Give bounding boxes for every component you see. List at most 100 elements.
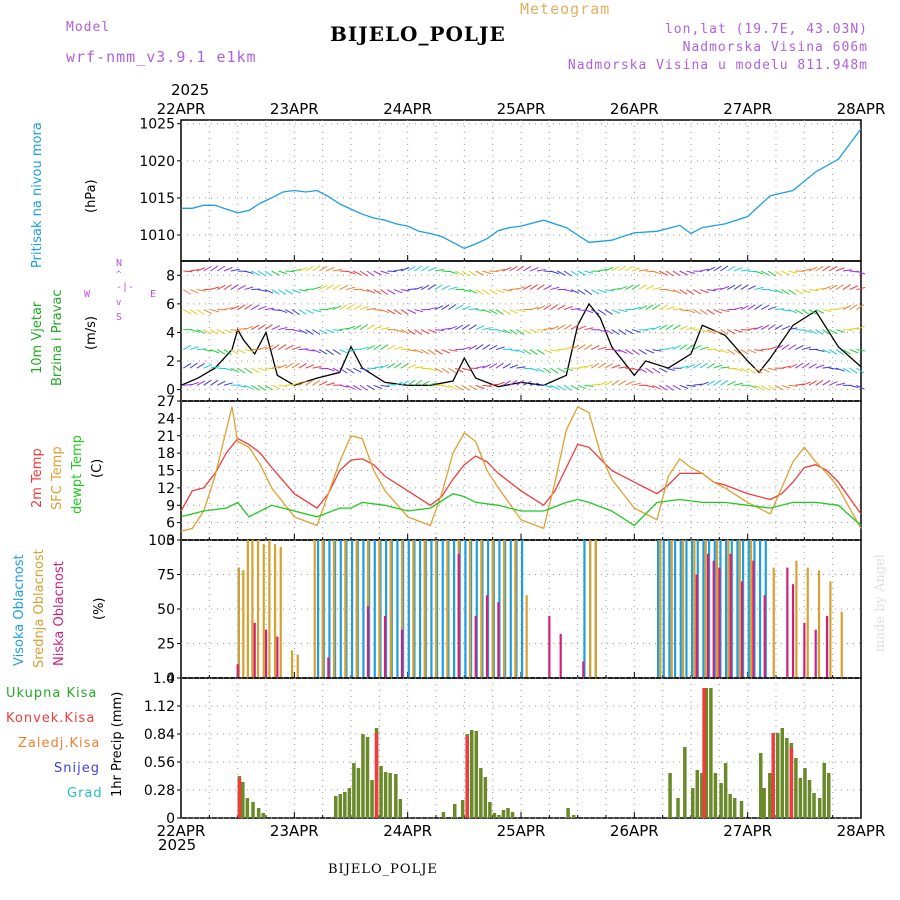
bar-visoka-oblacnost: [481, 540, 484, 678]
wind-arrow: [509, 309, 519, 314]
wind-arrow: [611, 329, 620, 335]
wind-arrow: [461, 305, 471, 311]
wind-arrow: [638, 329, 648, 331]
wind-arrow: [563, 346, 573, 351]
wind-arrow: [720, 265, 729, 272]
bar-srednja-oblacnost: [749, 540, 753, 678]
wind-arrow: [271, 289, 280, 295]
wind-arrow: [597, 309, 606, 316]
wind-arrow: [665, 270, 674, 277]
wind-arrow: [278, 326, 288, 331]
wind-arrow: [285, 363, 294, 369]
wind-arrow: [257, 270, 266, 277]
bar-ukupna-kisa: [398, 799, 403, 818]
wind-arrow: [244, 349, 254, 352]
y-tick-label: 0.28: [144, 783, 175, 799]
compass-n: N: [116, 258, 123, 269]
bar-visoka-oblacnost: [237, 567, 240, 678]
wind-arrow: [434, 367, 444, 373]
wind-arrow: [638, 305, 648, 311]
bar-visoka-oblacnost: [679, 540, 682, 678]
wind-arrow: [257, 305, 267, 311]
temp-label-3: dewpt Temp: [70, 434, 85, 514]
bar-visoka-oblacnost: [407, 540, 410, 678]
bar-srednja-oblacnost: [296, 654, 299, 678]
bar-niska-oblacnost: [786, 567, 789, 678]
bar-srednja-oblacnost: [237, 567, 240, 678]
wind-arrow: [713, 349, 723, 352]
wind-arrow: [835, 367, 845, 372]
wind-arrow: [203, 349, 213, 352]
series-line-dewpt-temp: [180, 493, 862, 527]
wind-arrow: [822, 366, 832, 369]
wind-arrow: [774, 308, 784, 311]
wind-arrow: [536, 305, 546, 311]
wind-arrow: [652, 349, 662, 352]
wind-arrow: [244, 270, 254, 275]
wind-arrow: [359, 289, 369, 292]
bar-visoka-oblacnost: [674, 540, 677, 678]
wind-arrow: [842, 284, 851, 290]
wind-arrow: [332, 367, 342, 373]
bar-niska-oblacnost: [712, 560, 715, 678]
wind-arrow: [543, 327, 553, 331]
temp-label-1: 2m Temp: [30, 448, 45, 508]
bar-ukupna-kisa: [695, 770, 700, 818]
wind-arrow: [611, 265, 620, 272]
wind-arrow: [237, 384, 247, 388]
wind-arrow: [801, 289, 811, 294]
wind-arrow: [441, 327, 451, 331]
wind-arrow: [584, 309, 594, 314]
pressure-label: Pritisak na nivou mora: [30, 122, 45, 268]
wind-arrow: [257, 384, 266, 391]
wind-arrow: [495, 381, 505, 386]
wind-arrow: [291, 289, 301, 294]
wind-arrow: [359, 367, 369, 372]
bar-srednja-oblacnost: [514, 540, 517, 678]
bar-visoka-oblacnost: [362, 540, 365, 678]
wind-arrow: [468, 307, 478, 311]
wind-arrow: [373, 344, 382, 350]
wind-arrow: [835, 349, 844, 356]
bar-niska-oblacnost: [474, 615, 477, 678]
wind-arrow: [631, 306, 641, 311]
wind-arrow: [421, 367, 431, 370]
wind-arrow: [625, 380, 634, 386]
wind-arrow: [550, 325, 560, 331]
bar-visoka-oblacnost: [328, 540, 331, 678]
bar-srednja-oblacnost: [806, 567, 809, 678]
wind-arrow: [604, 309, 613, 315]
y-tick-label: 0.84: [144, 727, 175, 743]
wind-arrow: [509, 329, 518, 335]
bar-niska-oblacnost: [276, 636, 279, 678]
panel-frame: [180, 260, 862, 402]
wind-arrow: [189, 362, 198, 369]
wind-arrow: [570, 308, 580, 311]
bar-visoka-oblacnost: [402, 540, 405, 678]
wind-arrow: [339, 304, 348, 310]
wind-arrow: [346, 349, 356, 352]
wind-arrow: [502, 363, 511, 369]
wind-arrow: [353, 304, 362, 311]
bar-visoka-oblacnost: [475, 540, 478, 678]
wind-arrow: [298, 363, 307, 369]
wind-arrow: [393, 309, 402, 316]
wind-arrow: [210, 349, 220, 354]
bar-visoka-oblacnost: [764, 540, 767, 678]
bar-srednja-oblacnost: [594, 540, 597, 678]
bar-srednja-oblacnost: [434, 540, 438, 678]
panel-frame: [180, 539, 862, 679]
bar-ukupna-kisa: [759, 753, 763, 818]
wind-arrow: [733, 382, 743, 386]
wind-arrow: [223, 367, 233, 372]
wind-arrow: [672, 384, 681, 391]
wind-arrow: [325, 349, 334, 356]
wind-arrow: [638, 269, 648, 272]
bar-visoka-oblacnost: [419, 540, 422, 678]
wind-arrow: [264, 307, 274, 311]
wind-arrow: [645, 349, 655, 354]
wind-arrow: [305, 265, 314, 272]
wind-arrow: [353, 384, 362, 391]
wind-arrow: [604, 289, 614, 292]
wind-arrow: [835, 382, 845, 386]
